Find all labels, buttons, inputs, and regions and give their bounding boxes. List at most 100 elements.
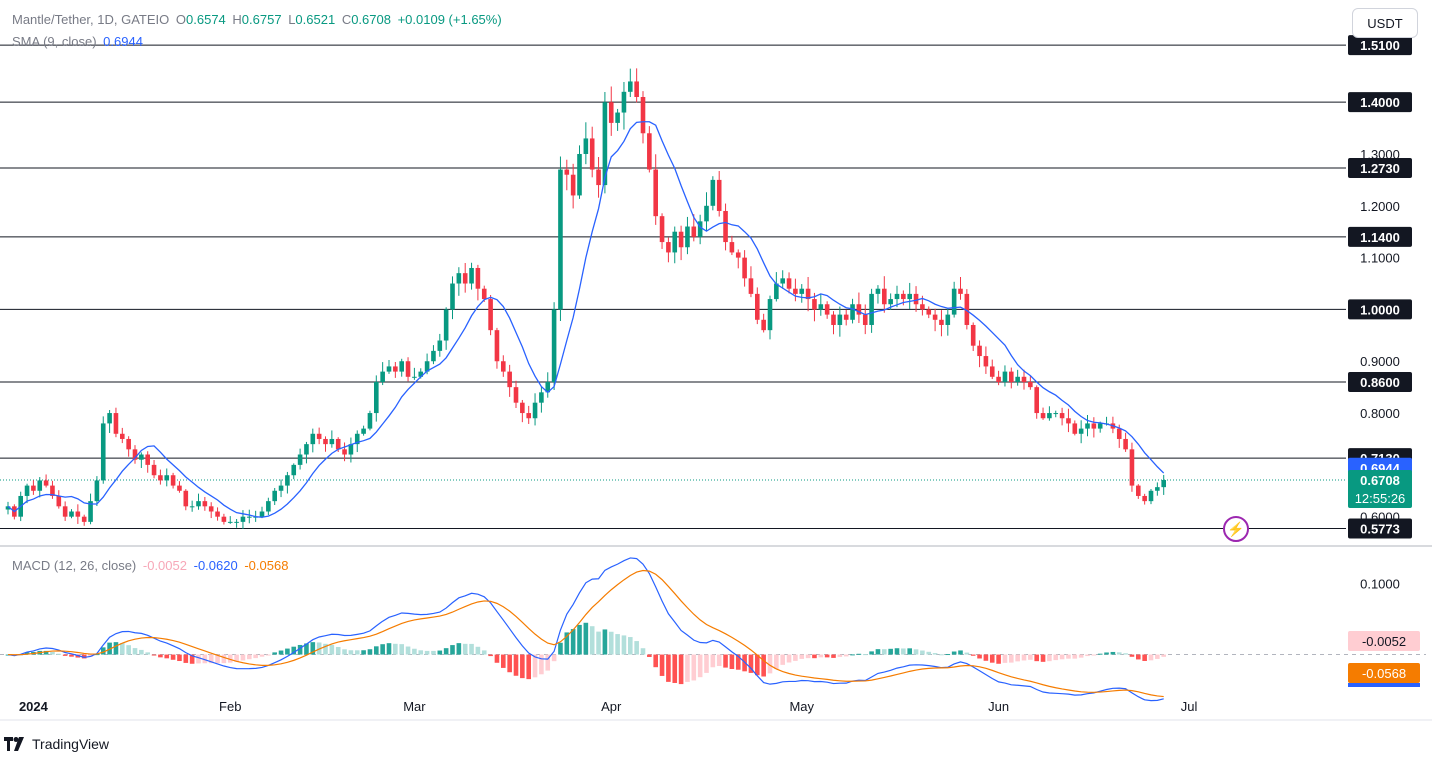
macd-hist-bar [640, 648, 646, 655]
candle-body [1091, 423, 1097, 429]
candle-body [837, 314, 843, 325]
price-tick-label: 0.6000 [1360, 510, 1400, 525]
macd-hist-bar [875, 649, 881, 655]
macd-hist-bar [799, 654, 805, 659]
candle-body [697, 221, 703, 237]
macd-hist-bar [100, 647, 106, 655]
high-value: 0.6757 [241, 12, 282, 27]
candle-body [424, 361, 430, 372]
macd-hist-bar [958, 650, 963, 655]
macd-hist-bar [297, 644, 303, 655]
macd-hist-bar [418, 650, 424, 655]
sma-value: 0.6944 [103, 34, 143, 49]
candle-body [1123, 438, 1128, 450]
macd-hist-bar [716, 654, 722, 667]
candle-body [774, 283, 779, 300]
candle-body [56, 495, 62, 507]
macd-hist-bar [24, 652, 30, 655]
sma-label: SMA (9, close) [12, 34, 97, 49]
macd-hist-bar [234, 654, 239, 662]
macd-hist-bar [685, 654, 690, 682]
candle-body [183, 490, 189, 507]
level-label-bg [1348, 92, 1412, 113]
level-label: 0.8600 [1360, 375, 1400, 390]
candle-body [812, 299, 817, 310]
candle-body [285, 475, 290, 486]
macd-hist-bar [558, 642, 563, 655]
macd-hist-bar [1110, 651, 1116, 655]
macd-hist-bar [158, 654, 163, 658]
candle-body [545, 381, 551, 393]
currency-button[interactable]: USDT [1352, 8, 1418, 38]
candle-body [1129, 449, 1135, 486]
candle-body [615, 112, 620, 123]
macd-hist-bar [1021, 654, 1027, 661]
candle-body [393, 366, 398, 372]
candle-body [31, 485, 36, 491]
symbol-title: Mantle/Tether, 1D, GATEIO [12, 12, 170, 27]
candle-body [983, 356, 989, 367]
macd-hist-bar [501, 654, 506, 668]
price-tick-label: 0.8000 [1360, 406, 1400, 421]
candle-body [494, 330, 500, 362]
macd-hist-bar [424, 650, 430, 655]
last-price-label: 0.6708 [1360, 473, 1400, 488]
candle-body [437, 340, 443, 351]
candle-body [412, 376, 417, 378]
macd-hist-bar [882, 649, 887, 655]
candle-body [1009, 371, 1014, 382]
lightning-icon[interactable]: ⚡ [1223, 516, 1249, 542]
candle-body [62, 506, 68, 517]
candle-body [227, 521, 233, 523]
macd-hist-bar [1129, 654, 1135, 657]
candle-body [602, 102, 608, 186]
candle-body [335, 438, 341, 450]
macd-hist-bar [196, 654, 201, 664]
candle-body [818, 304, 824, 310]
candle-body [875, 288, 881, 294]
candle-body [996, 376, 1001, 382]
macd-hist-bar [539, 654, 544, 675]
macd-hist-bar [69, 654, 74, 657]
macd-hist-bar [412, 648, 417, 655]
level-label: 0.5773 [1360, 521, 1400, 536]
macd-hist-bar [1091, 654, 1097, 656]
candle-body [501, 361, 506, 372]
macd-hist-bar [774, 654, 779, 669]
macd-hist-bar [1072, 654, 1078, 659]
level-label: 1.0000 [1360, 302, 1400, 317]
macd-hist-bar [329, 644, 335, 655]
candle-body [1040, 413, 1046, 419]
macd-hist-bar [88, 654, 93, 657]
candle-body [43, 480, 49, 486]
candle-body [1097, 423, 1103, 429]
macd-hist-bar [907, 648, 912, 655]
macd-hist-bar [1085, 654, 1090, 657]
sma-path [7, 121, 1165, 518]
candle-body [310, 433, 316, 445]
sma-legend: SMA (9, close) 0.6944 [12, 34, 146, 49]
candle-body [1078, 428, 1084, 434]
macd-tick-label: 0.1000 [1360, 576, 1400, 591]
candle-body [50, 485, 55, 496]
macd-hist-bar [462, 643, 468, 655]
macd-hist-bar [589, 626, 595, 655]
candle-body [266, 501, 271, 512]
candle-body [399, 361, 404, 372]
candle-body [894, 293, 900, 300]
macd-hist-bar [62, 654, 68, 656]
candle-body [596, 169, 601, 186]
macd-hist-bar [259, 654, 265, 657]
macd-signal-value: -0.0568 [244, 558, 289, 573]
macd-hist-bar [43, 650, 49, 655]
tradingview-logo[interactable]: TradingView [4, 736, 109, 752]
candle-body [100, 423, 106, 481]
candle-body [1002, 371, 1008, 382]
macd-hist-bar [729, 654, 735, 669]
candle-body [145, 454, 150, 465]
candle-body [278, 485, 284, 491]
macd-hist-label: -0.0052 [1362, 634, 1406, 649]
candle-body [507, 371, 512, 388]
macd-hist-bar [1104, 652, 1109, 655]
